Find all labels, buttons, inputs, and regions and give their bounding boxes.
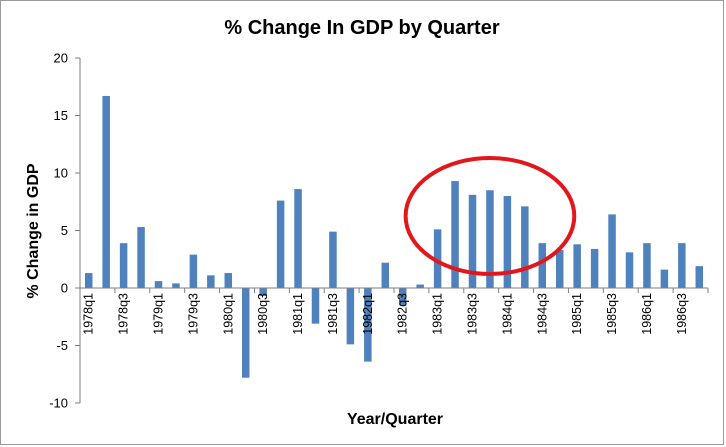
bar-1982q4 <box>416 284 424 288</box>
bar-1981q1 <box>294 189 302 288</box>
x-tick-label-1981q3: 1981q3 <box>326 293 340 335</box>
bar-1984q2 <box>521 206 529 288</box>
y-tick-label: 5 <box>61 223 68 238</box>
x-tick-label-1982q3: 1982q3 <box>396 293 410 335</box>
x-tick-label-1981q1: 1981q1 <box>291 293 305 335</box>
y-axis-title: % Change in GDP <box>25 163 42 298</box>
bar-1980q3 <box>259 288 267 297</box>
bar-1978q3 <box>119 243 128 288</box>
y-tick-label: 10 <box>54 166 68 181</box>
bar-1979q4 <box>207 275 215 288</box>
bar-1979q2 <box>172 283 180 288</box>
bar-1978q1 <box>84 273 93 288</box>
x-tick-label-1980q1: 1980q1 <box>221 293 235 335</box>
bar-1986q2 <box>660 269 669 288</box>
bar-1983q4 <box>486 190 494 288</box>
bar-1984q1 <box>503 196 512 288</box>
highlight-ellipse <box>403 156 577 276</box>
bar-1979q1 <box>154 281 163 288</box>
bar-1985q4 <box>625 252 634 288</box>
bar-1986q3 <box>678 243 686 288</box>
x-tick-label-1978q3: 1978q3 <box>117 293 131 335</box>
y-tick-label: -10 <box>49 396 68 411</box>
bar-1986q1 <box>643 243 651 288</box>
plot-area: -10 -5 0 5 10 15 20 1978q1 1978q3 1979q1 1979q3 198… <box>49 51 709 411</box>
bar-1982q1 <box>364 288 372 362</box>
bar-1985q1 <box>573 244 581 288</box>
x-tick-label-1979q3: 1979q3 <box>186 293 200 335</box>
bar-1980q1 <box>224 273 233 288</box>
x-tick-label-1986q3: 1986q3 <box>675 293 689 335</box>
bar-1981q4 <box>346 288 355 345</box>
bar-1978q2 <box>102 95 110 288</box>
y-tick-label: 20 <box>54 51 68 66</box>
bar-1981q3 <box>329 231 337 288</box>
bar-1983q3 <box>468 194 477 288</box>
x-tick-label-1982q1: 1982q1 <box>361 293 375 335</box>
bar-1982q2 <box>381 262 390 288</box>
bar-1983q2 <box>451 181 459 288</box>
chart-title: % Change In GDP by Quarter <box>224 17 499 39</box>
x-tick-label-1980q3: 1980q3 <box>256 293 270 335</box>
x-tick-label-1986q1: 1986q1 <box>640 293 654 335</box>
x-tick-label-1983q3: 1983q3 <box>466 293 480 335</box>
bar-1986q4 <box>695 266 704 288</box>
y-tick-label: -5 <box>56 338 68 353</box>
bar-1985q3 <box>608 214 616 288</box>
y-tick-label: 0 <box>61 281 68 296</box>
bar-1982q3 <box>398 288 407 306</box>
x-tick-label-1979q1: 1979q1 <box>152 293 166 335</box>
x-tick-label-1984q3: 1984q3 <box>535 293 549 335</box>
bar-1984q4 <box>555 250 564 288</box>
x-tick-label-1984q1: 1984q1 <box>500 293 514 335</box>
x-axis-title: Year/Quarter <box>347 411 443 428</box>
bar-1980q4 <box>276 200 285 288</box>
bar-1981q2 <box>311 288 320 324</box>
bar-1985q2 <box>590 248 599 288</box>
bar-1978q4 <box>137 227 145 288</box>
y-tick-label: 15 <box>54 108 68 123</box>
bar-1983q1 <box>433 229 442 288</box>
x-tick-label-1985q3: 1985q3 <box>605 293 619 335</box>
x-tick-label-1985q1: 1985q1 <box>570 293 584 335</box>
bar-1979q3 <box>189 254 198 288</box>
bar-1980q2 <box>241 288 250 378</box>
bar-1984q3 <box>538 243 547 288</box>
x-tick-label-1983q1: 1983q1 <box>431 293 445 335</box>
x-tick-label-1978q1: 1978q1 <box>82 293 96 335</box>
